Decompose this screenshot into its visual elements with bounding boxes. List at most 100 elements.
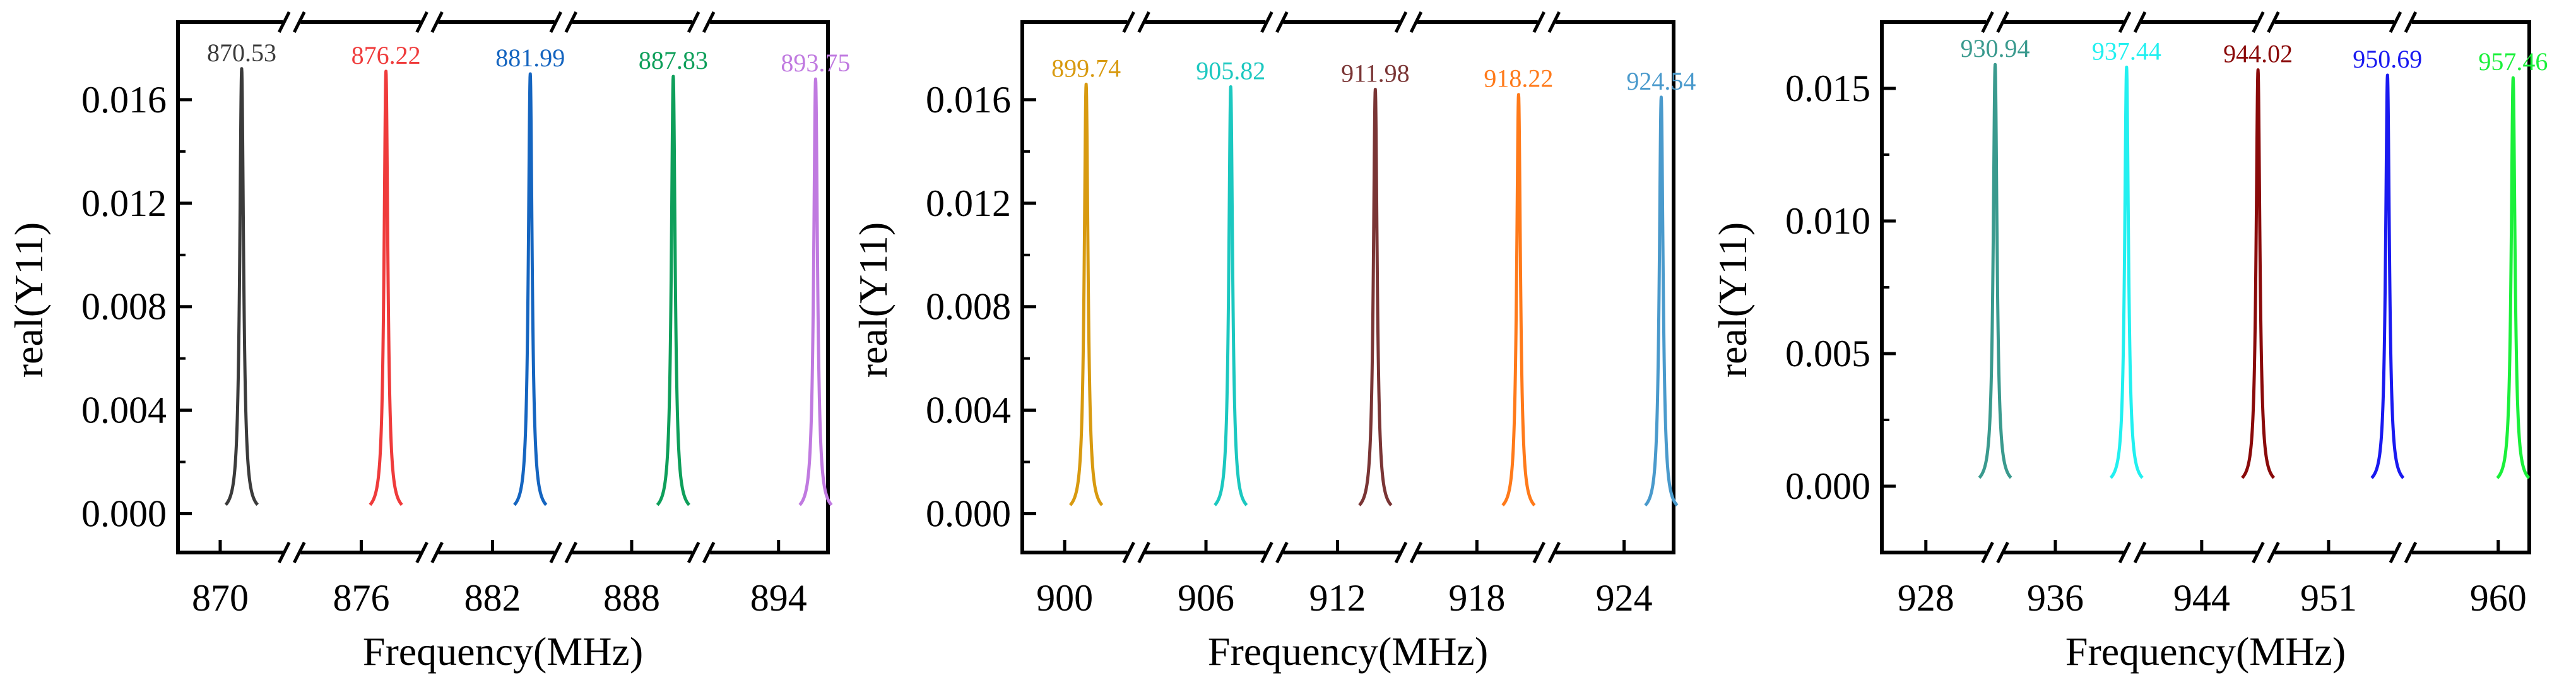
axis-break-mark bbox=[1981, 541, 1994, 564]
x-tick-label: 906 bbox=[1178, 577, 1234, 619]
axis-break-mark bbox=[2133, 541, 2147, 564]
axis-break-mark bbox=[549, 541, 563, 564]
peak-curve-937-44 bbox=[2109, 65, 2144, 479]
axis-break-gap bbox=[2124, 18, 2142, 26]
y-tick-label: 0.004 bbox=[81, 390, 167, 431]
peak-curve-950-69 bbox=[2370, 73, 2405, 480]
axis-break-mark bbox=[1394, 11, 1408, 33]
peak-curve-918-22 bbox=[1501, 93, 1536, 507]
x-axis-title: Frequency(MHz) bbox=[1208, 629, 1488, 674]
peak-curve-944-02 bbox=[2240, 68, 2276, 479]
axis-break-mark bbox=[415, 11, 428, 33]
axis-break-mark bbox=[1409, 11, 1423, 33]
peak-curve-887-83 bbox=[656, 75, 691, 506]
axis-break-mark bbox=[1137, 11, 1150, 33]
axis-break-mark bbox=[2133, 11, 2147, 33]
axis-break-mark bbox=[1394, 541, 1408, 564]
axis-break-mark bbox=[2118, 541, 2132, 564]
peak-label: 950.69 bbox=[2353, 45, 2422, 73]
axis-break-mark bbox=[2252, 541, 2265, 564]
y-axis-title: real(Y11) bbox=[6, 222, 51, 378]
axis-break-mark bbox=[702, 11, 716, 33]
axis-break-gap bbox=[1537, 18, 1556, 26]
axis-break-mark bbox=[1532, 11, 1545, 33]
axis-break-mark bbox=[1547, 11, 1561, 33]
axis-break-mark bbox=[702, 541, 716, 564]
y-tick-label: 0.010 bbox=[1785, 200, 1870, 242]
axis-break-gap bbox=[554, 549, 572, 556]
axis-break-gap bbox=[692, 549, 711, 556]
y-tick-label: 0.000 bbox=[1785, 465, 1870, 507]
peak-curve-893-75 bbox=[798, 77, 833, 506]
axis-break-mark bbox=[1547, 541, 1561, 564]
peak-label: 876.22 bbox=[352, 41, 421, 69]
y-tick-label: 0.000 bbox=[926, 493, 1011, 535]
x-tick-label: 928 bbox=[1898, 577, 1954, 619]
axis-break-gap bbox=[554, 18, 572, 26]
axis-break-mark bbox=[430, 541, 444, 564]
axis-break-gap bbox=[2394, 18, 2412, 26]
axis-break-mark bbox=[2389, 541, 2402, 564]
peak-label: 893.75 bbox=[781, 49, 850, 77]
x-tick-label: 882 bbox=[464, 577, 521, 619]
peak-curve-881-99 bbox=[512, 72, 548, 506]
axis-break-mark bbox=[1122, 11, 1135, 33]
y-tick-label: 0.004 bbox=[926, 390, 1011, 431]
axis-break-mark bbox=[278, 11, 291, 33]
axis-break-gap bbox=[2394, 549, 2412, 556]
chart-panel-3: 0.000 0.005 0.010 0.015 928 936 944 951 960 Frequ… bbox=[1710, 11, 2548, 674]
y-axis-title: real(Y11) bbox=[1710, 222, 1755, 378]
axis-break-gap bbox=[420, 18, 439, 26]
axis-break-gap bbox=[692, 18, 711, 26]
plot-frame bbox=[1020, 20, 1675, 554]
y-tick-label: 0.008 bbox=[81, 286, 167, 328]
peak-label: 930.94 bbox=[1961, 34, 2030, 63]
axis-break-gap bbox=[1127, 18, 1145, 26]
axis-break-mark bbox=[2404, 541, 2418, 564]
axis-break-mark bbox=[1275, 541, 1289, 564]
peak-curve-905-82 bbox=[1213, 85, 1248, 507]
axis-break-mark bbox=[549, 11, 563, 33]
axis-break-mark bbox=[1996, 541, 2009, 564]
peak-label: 887.83 bbox=[639, 46, 708, 75]
axis-break-mark bbox=[430, 11, 444, 33]
axis-break-mark bbox=[1137, 541, 1150, 564]
axis-break-mark bbox=[1260, 11, 1273, 33]
peak-curve-870-53 bbox=[224, 67, 259, 506]
peak-label: 870.53 bbox=[207, 39, 276, 67]
peak-label: 918.22 bbox=[1484, 64, 1553, 93]
x-tick-label: 870 bbox=[192, 577, 249, 619]
axis-break-mark bbox=[1409, 541, 1423, 564]
y-tick-label: 0.016 bbox=[81, 79, 167, 121]
axis-break-gap bbox=[1986, 18, 2004, 26]
axis-break-mark bbox=[2118, 11, 2132, 33]
axis-break-mark bbox=[564, 541, 578, 564]
axis-break-mark bbox=[2404, 11, 2418, 33]
axis-break-mark bbox=[1996, 11, 2009, 33]
y-tick-label: 0.015 bbox=[1785, 68, 1870, 109]
y-tick-label: 0.005 bbox=[1785, 333, 1870, 374]
axis-break-gap bbox=[2124, 549, 2142, 556]
axis-break-gap bbox=[1399, 18, 1417, 26]
axis-break-gap bbox=[420, 549, 439, 556]
axis-break-mark bbox=[2267, 541, 2280, 564]
axis-break-mark bbox=[2252, 11, 2265, 33]
chart-panel-1: 0.000 0.004 0.008 0.012 0.016 870 876 882 888 894… bbox=[6, 11, 850, 674]
axis-break-mark bbox=[1275, 11, 1289, 33]
axis-break-gap bbox=[1127, 549, 1145, 556]
y-tick-label: 0.000 bbox=[81, 493, 167, 535]
peak-curve-957-46 bbox=[2496, 76, 2531, 480]
axis-break-gap bbox=[283, 18, 301, 26]
axis-break-mark bbox=[1260, 541, 1273, 564]
plot-frame bbox=[1880, 20, 2531, 554]
peak-label: 911.98 bbox=[1341, 59, 1410, 88]
axis-break-gap bbox=[1537, 549, 1556, 556]
axis-break-mark bbox=[293, 11, 306, 33]
axis-break-gap bbox=[1986, 549, 2004, 556]
y-tick-label: 0.016 bbox=[926, 79, 1011, 121]
x-tick-label: 912 bbox=[1309, 577, 1366, 619]
axis-break-gap bbox=[1265, 549, 1284, 556]
x-tick-label: 960 bbox=[2470, 577, 2527, 619]
peak-label: 944.02 bbox=[2223, 40, 2293, 68]
peak-label: 899.74 bbox=[1051, 54, 1121, 82]
